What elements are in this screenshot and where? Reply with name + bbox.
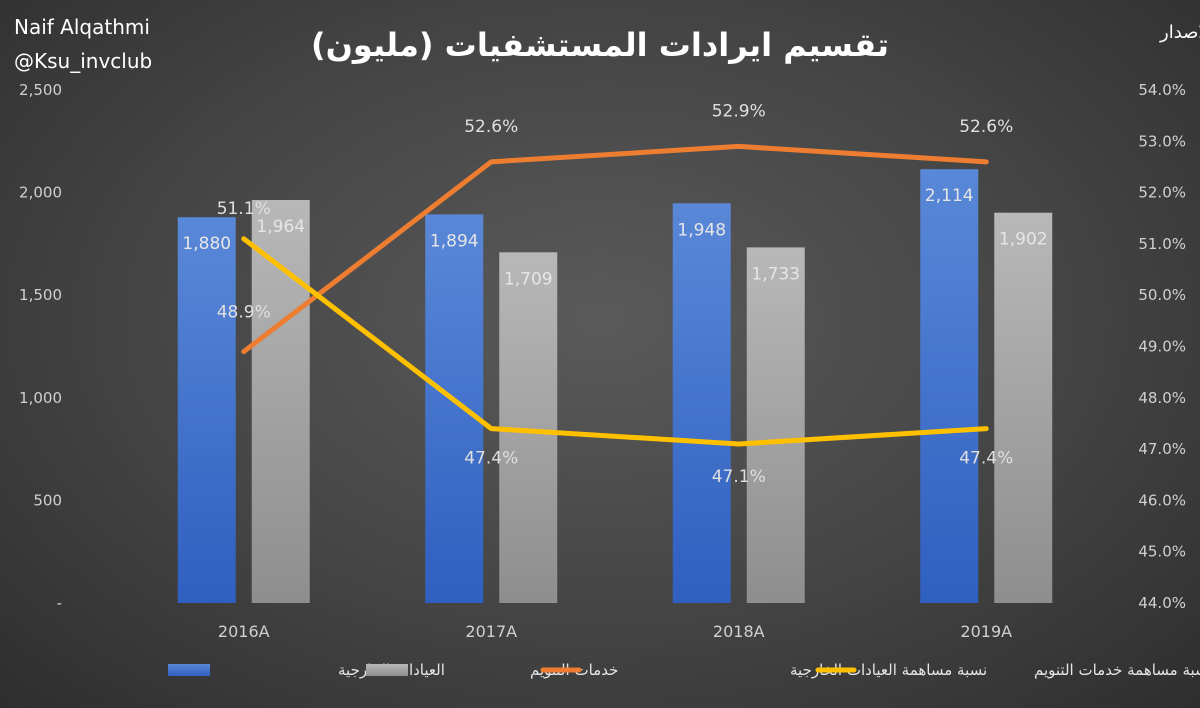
bars	[177, 169, 1053, 604]
y-left-tick-label: 1,500	[19, 286, 62, 304]
x-tick-label: 2018A	[713, 622, 765, 641]
bar	[920, 169, 979, 603]
y-right-tick-label: 51.0%	[1138, 235, 1186, 253]
y-right-tick-label: 44.0%	[1138, 594, 1186, 612]
line-value-label: 52.6%	[464, 117, 518, 137]
bar-value-label: 2,114	[925, 186, 974, 206]
y-left-tick-label: -	[57, 594, 62, 612]
bar-value-label: 1,894	[430, 231, 479, 251]
y-right-tick-label: 46.0%	[1138, 491, 1186, 509]
y-right-axis: 44.0% 45.0% 46.0% 47.0% 48.0% 49.0% 50.0% 51.0%…	[1138, 81, 1186, 612]
y-left-tick-label: 2,500	[19, 81, 62, 99]
legend-swatch	[168, 664, 210, 676]
author-handle: @Ksu_invclub	[14, 49, 152, 73]
bar-value-label: 1,902	[999, 230, 1048, 250]
y-left-tick-label: 1,000	[19, 389, 62, 407]
x-tick-label: 2016A	[218, 622, 270, 641]
y-right-tick-label: 45.0%	[1138, 543, 1186, 561]
line-value-label: 48.9%	[217, 303, 271, 323]
bar	[672, 203, 731, 604]
bar	[746, 247, 805, 603]
line-value-label: 52.9%	[712, 101, 766, 121]
bar	[994, 212, 1053, 603]
y-left-tick-label: 500	[33, 491, 62, 509]
y-left-axis: - 500 1,000 1,500 2,000 2,500	[19, 81, 62, 612]
line-value-label: 47.1%	[712, 467, 766, 487]
bar-value-label: 1,733	[751, 264, 800, 284]
series-line	[241, 143, 989, 355]
y-right-tick-label: 49.0%	[1138, 338, 1186, 356]
y-right-tick-label: 48.0%	[1138, 389, 1186, 407]
chart-title: تقسيم ايرادات المستشفيات (مليون)	[311, 26, 889, 64]
bar	[251, 199, 310, 604]
source-note: المصدر:نشرة الاصدار	[1159, 22, 1200, 43]
y-left-tick-label: 2,000	[19, 184, 62, 202]
bar	[425, 214, 484, 603]
bar-value-label: 1,964	[256, 217, 305, 237]
legend-label: نسبة مساهمة العيادات الخارجية	[790, 661, 987, 679]
y-right-tick-label: 54.0%	[1138, 81, 1186, 99]
line-value-label: 52.6%	[959, 117, 1013, 137]
y-right-tick-label: 47.0%	[1138, 440, 1186, 458]
legend-swatch	[366, 664, 408, 676]
y-right-tick-label: 50.0%	[1138, 286, 1186, 304]
bar-value-label: 1,880	[182, 234, 231, 254]
data-labels: 1,880 1,894 1,948 2,114 1,964 1,709 1,733 1,902…	[182, 101, 1047, 487]
x-axis: 2016A 2017A 2018A 2019A	[218, 622, 1012, 641]
legend-label: نسبة مساهمة خدمات التنويم	[1034, 661, 1200, 679]
author-name: Naif Alqathmi	[14, 15, 150, 39]
line-value-label: 51.1%	[217, 199, 271, 219]
x-tick-label: 2019A	[960, 622, 1012, 641]
bar-value-label: 1,948	[677, 220, 726, 240]
series-line	[241, 236, 989, 447]
lines	[241, 143, 989, 447]
x-tick-label: 2017A	[465, 622, 517, 641]
line-value-label: 47.4%	[464, 449, 518, 469]
y-right-tick-label: 53.0%	[1138, 132, 1186, 150]
bar	[177, 217, 236, 603]
line-value-label: 47.4%	[959, 449, 1013, 469]
bar-value-label: 1,709	[504, 269, 553, 289]
y-right-tick-label: 52.0%	[1138, 184, 1186, 202]
